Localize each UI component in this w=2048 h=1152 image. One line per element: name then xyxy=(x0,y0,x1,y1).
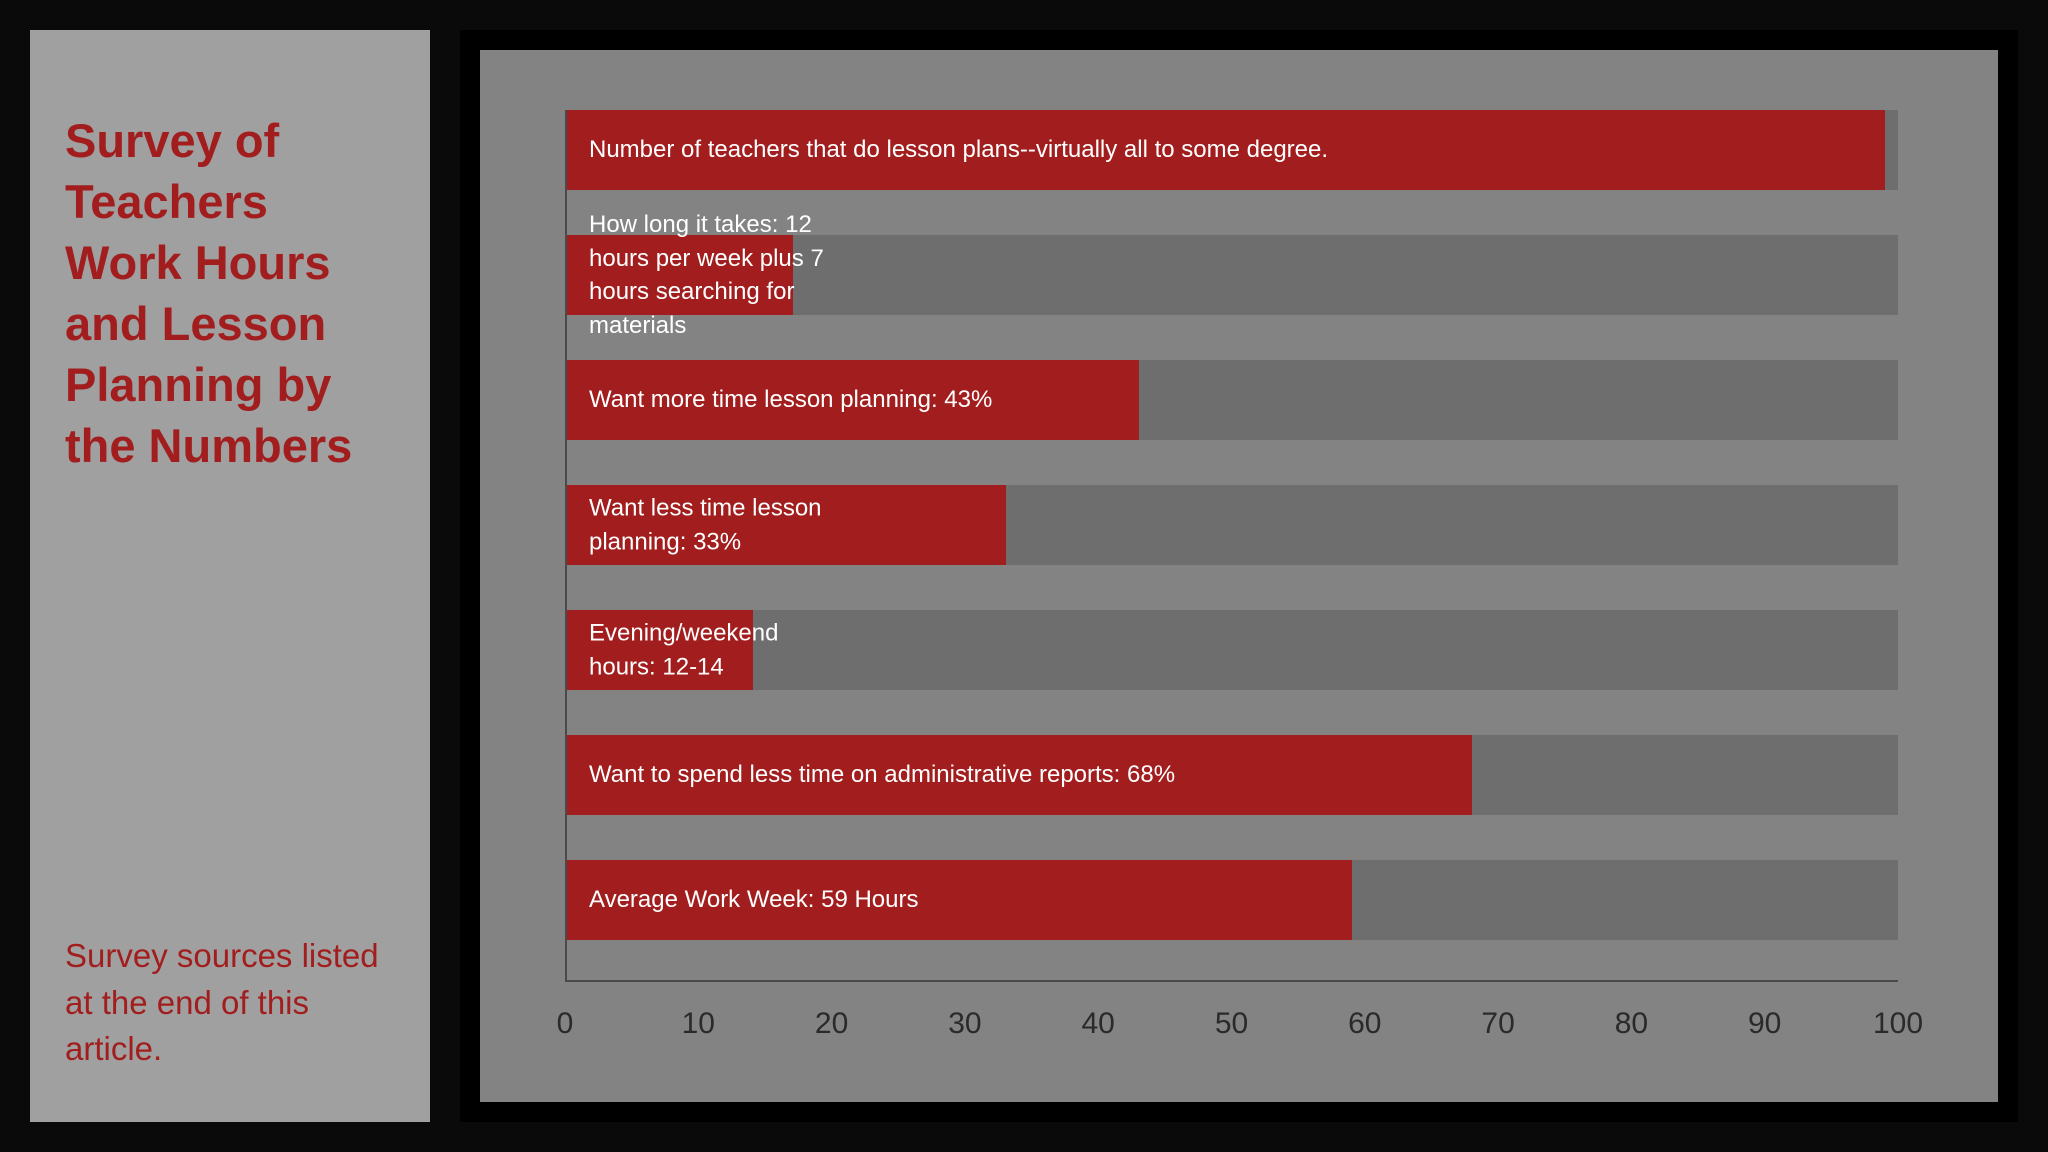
axis-tick: 50 xyxy=(1215,1007,1248,1041)
bar-row: Want to spend less time on administrativ… xyxy=(567,735,1898,815)
bar-row: Average Work Week: 59 Hours xyxy=(567,860,1898,940)
chart-inner: Number of teachers that do lesson plans-… xyxy=(480,50,1998,1102)
axis-tick: 10 xyxy=(682,1007,715,1041)
bars-area: Number of teachers that do lesson plans-… xyxy=(565,110,1898,982)
bar-label: Want less time lesson planning: 33% xyxy=(589,491,849,558)
x-axis: 0102030405060708090100 xyxy=(565,1007,1898,1047)
bar-row: Evening/weekend hours: 12-14 xyxy=(567,610,1898,690)
axis-tick: 30 xyxy=(948,1007,981,1041)
axis-tick: 60 xyxy=(1348,1007,1381,1041)
axis-tick: 40 xyxy=(1082,1007,1115,1041)
page-container: Survey of Teachers Work Hours and Lesson… xyxy=(0,0,2048,1152)
bar-row: How long it takes: 12 hours per week plu… xyxy=(567,235,1898,315)
bar-label: Want to spend less time on administrativ… xyxy=(589,758,1175,792)
bar-row: Want less time lesson planning: 33% xyxy=(567,485,1898,565)
axis-tick: 80 xyxy=(1615,1007,1648,1041)
bar-label: Number of teachers that do lesson plans-… xyxy=(589,133,1328,167)
axis-tick: 100 xyxy=(1873,1007,1923,1041)
axis-tick: 90 xyxy=(1748,1007,1781,1041)
bar-label: How long it takes: 12 hours per week plu… xyxy=(589,208,849,342)
bar-row: Want more time lesson planning: 43% xyxy=(567,360,1898,440)
page-title: Survey of Teachers Work Hours and Lesson… xyxy=(65,110,395,477)
axis-tick: 70 xyxy=(1481,1007,1514,1041)
bar-label: Evening/weekend hours: 12-14 xyxy=(589,616,849,683)
source-footnote: Survey sources listed at the end of this… xyxy=(65,933,395,1072)
bar-label: Average Work Week: 59 Hours xyxy=(589,883,918,917)
sidebar-panel: Survey of Teachers Work Hours and Lesson… xyxy=(30,30,430,1122)
bar-label: Want more time lesson planning: 43% xyxy=(589,383,992,417)
chart-panel: Number of teachers that do lesson plans-… xyxy=(460,30,2018,1122)
axis-tick: 0 xyxy=(557,1007,574,1041)
bar-row: Number of teachers that do lesson plans-… xyxy=(567,110,1898,190)
axis-tick: 20 xyxy=(815,1007,848,1041)
